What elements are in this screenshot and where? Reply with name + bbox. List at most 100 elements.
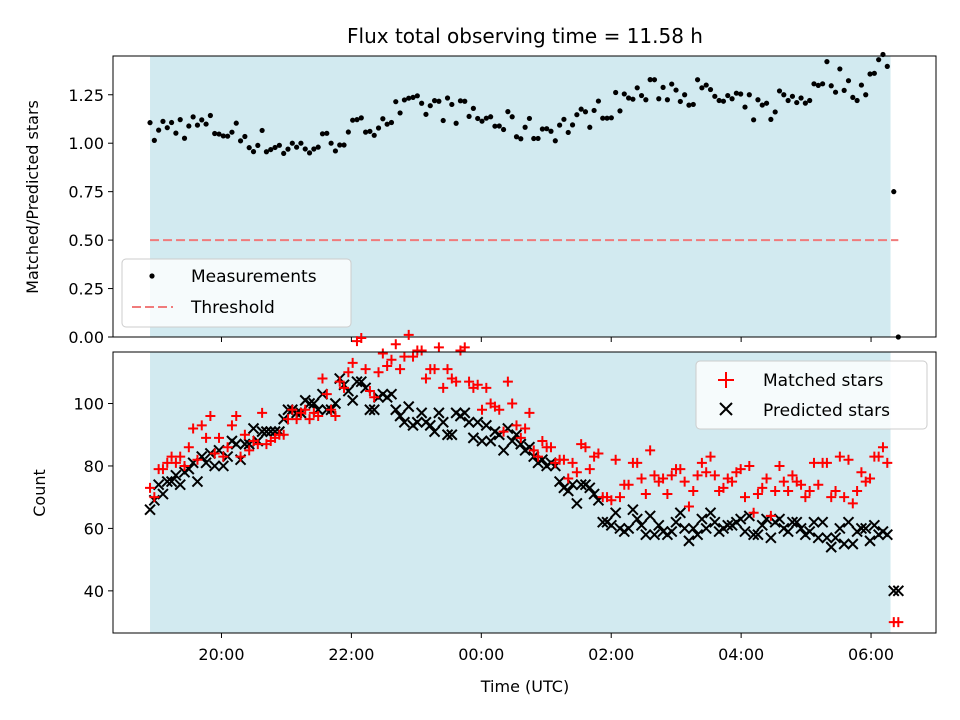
measurement-point [824,59,830,65]
matched-point [520,423,531,434]
matched-point [770,485,781,496]
predicted-point [812,532,825,544]
measurement-point [302,146,308,152]
measurement-point [199,117,205,123]
measurement-point [423,111,429,117]
measurement-point [673,87,679,93]
measurement-point [362,129,369,135]
measurement-point [324,130,330,136]
predicted-point [484,435,497,447]
measurement-point [867,71,873,77]
measurement-point [526,115,533,122]
measurement-point [638,92,645,99]
measurement-point [475,115,481,122]
predicted-point [756,519,768,531]
predicted-point [424,419,436,432]
measurement-point [759,102,765,108]
matched-point [873,451,884,462]
predicted-point [355,375,367,388]
predicted-point [553,475,566,488]
legend-label-measurements: Measurements [191,267,317,287]
measurement-point [380,116,386,122]
counts-panel: 40 60 80 100 20:00 22:00 00:00 02:00 04:00 06:00… [30,329,937,696]
matched-point [282,414,293,425]
matched-point [610,454,621,465]
y-axis-label-bottom: Count [30,469,49,517]
measurement-point [414,93,420,99]
measurement-point [884,63,890,69]
predicted-point [752,528,764,541]
matched-point [614,492,625,503]
matched-point [632,457,643,468]
measurement-point [276,142,282,148]
matched-point [442,364,453,375]
x-tick-label: 20:00 [198,645,244,664]
measurement-point [410,94,416,100]
measurement-point [613,89,619,96]
matched-point [145,482,156,493]
matched-point [386,354,397,365]
measurement-point [600,115,606,121]
predicted-point [847,538,859,550]
measurement-point [802,100,808,106]
matched-point [278,429,289,440]
measurement-point [401,97,408,103]
ratio-panel: Flux total observing time = 11.58 h 0.00… [23,24,937,347]
predicted-point [459,407,471,419]
predicted-point [497,444,510,457]
predicted-point [597,516,609,528]
matched-point [636,473,647,484]
measurement-point [513,134,520,140]
predicted-point [346,394,359,407]
matched-point [494,404,505,415]
matched-point [222,442,233,453]
measurement-point [552,138,558,144]
measurement-point [522,124,528,130]
matched-point [317,373,328,384]
matched-point [623,479,634,490]
legend-marker-measurements [149,273,155,279]
y-tick-label-top: 0.75 [68,183,104,202]
legend-marker-matched [718,372,734,388]
measurement-point [871,70,877,76]
matched-point [235,451,246,462]
measurement-point [837,66,843,72]
matched-point [175,451,186,462]
matched-point [231,411,242,422]
measurement-point [229,129,235,135]
measurement-point [712,93,718,99]
matched-point [640,489,651,500]
predicted-point [157,488,169,500]
matched-point [800,492,811,503]
matched-point [877,442,888,453]
measurement-point [285,146,291,152]
matched-point [679,476,690,487]
predicted-point [368,404,380,416]
measurement-point [250,149,257,155]
measurement-point [462,98,468,104]
measurement-point [625,95,632,101]
predicted-point [864,535,876,547]
matched-point [796,479,807,490]
matched-point [390,339,401,350]
predicted-point [247,422,260,435]
predicted-point [398,416,411,428]
measurement-point [768,116,774,123]
matched-point [718,482,729,493]
matched-point [783,485,794,496]
matched-stars-points [145,329,904,628]
measurement-point [350,117,356,123]
matched-point [287,404,298,415]
measurement-point [440,117,446,124]
matched-point [326,404,337,415]
predicted-point [683,535,695,547]
matched-point [205,411,216,422]
measurement-point [492,123,498,129]
measurement-point [168,119,175,126]
measurement-point [820,81,826,87]
predicted-point [476,435,488,447]
measurement-point [841,87,847,93]
predicted-point [631,513,643,525]
matched-point [157,464,168,475]
